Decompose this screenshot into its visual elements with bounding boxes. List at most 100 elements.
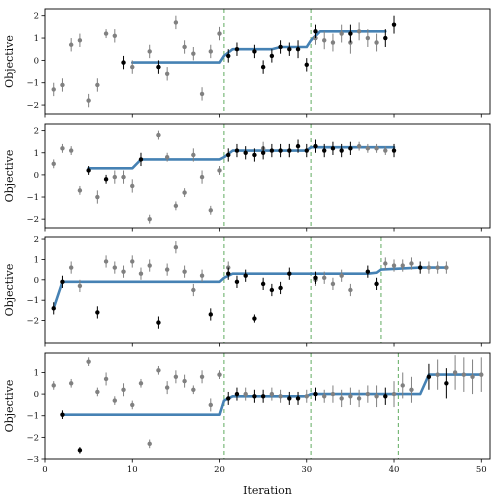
data-point [68, 148, 74, 153]
y-tick-label: 1 [34, 34, 39, 44]
data-point [365, 269, 371, 274]
data-point [191, 152, 196, 158]
data-point [51, 161, 56, 167]
data-point [400, 263, 405, 268]
data-point [313, 29, 318, 34]
data-point [269, 148, 275, 153]
data-point [383, 35, 388, 41]
best-objective-line [87, 145, 396, 170]
data-point [348, 31, 353, 36]
data-point [112, 33, 118, 39]
y-tick-label: 2 [34, 127, 39, 137]
data-point [260, 394, 266, 399]
best-objective-line [52, 266, 448, 310]
y-tick-label: 1 [34, 255, 39, 265]
data-point [383, 261, 388, 266]
data-point [217, 372, 222, 377]
data-point [173, 374, 179, 379]
data-point [365, 391, 371, 397]
data-point [121, 60, 126, 65]
data-point [391, 391, 397, 397]
data-point [86, 168, 91, 173]
data-point [313, 275, 318, 280]
data-point [452, 370, 458, 375]
data-point [391, 22, 397, 27]
data-point [156, 64, 161, 70]
data-point [60, 412, 65, 417]
data-point [226, 271, 231, 276]
data-point [304, 148, 309, 153]
y-tick-label: 0 [34, 390, 39, 400]
y-tick-label: −2 [26, 317, 39, 327]
data-point [68, 381, 74, 386]
data-point [103, 376, 109, 382]
data-point [173, 244, 179, 250]
data-point [304, 62, 309, 68]
data-point [112, 174, 118, 180]
data-point [217, 31, 222, 36]
data-point [234, 148, 240, 153]
data-point [199, 91, 205, 97]
y-tick-label: −2 [26, 215, 39, 225]
data-point [182, 190, 187, 195]
data-point [348, 146, 353, 151]
data-point [103, 177, 109, 182]
data-point [208, 402, 213, 408]
data-point [208, 312, 213, 317]
data-point [278, 285, 283, 291]
data-point [426, 265, 432, 270]
subplot-1: −2 −1 0 1 2 Objective [3, 8, 491, 118]
data-point [164, 154, 170, 160]
y-tick-label: −2 [26, 101, 39, 111]
data-point [95, 310, 100, 315]
axes-frame [44, 8, 491, 115]
data-point [339, 148, 344, 153]
data-point [243, 391, 248, 397]
data-point [426, 374, 432, 379]
data-point [51, 306, 56, 311]
data-point [147, 441, 152, 447]
data-point [252, 152, 257, 158]
y-tick-label: 0 [34, 56, 39, 66]
data-point [86, 359, 91, 364]
data-point [243, 150, 248, 155]
data-point [121, 387, 126, 392]
data-point [313, 143, 318, 149]
data-point [348, 394, 353, 399]
y-tick-label: −1 [26, 193, 39, 203]
data-point [330, 146, 336, 151]
data-point [234, 47, 240, 52]
data-point [77, 283, 83, 289]
data-point [191, 387, 196, 392]
data-point [112, 398, 118, 403]
y-tick-label: 0 [34, 171, 39, 181]
data-point [365, 146, 371, 151]
data-point [470, 374, 475, 379]
data-point [383, 148, 388, 153]
data-point [147, 216, 152, 222]
data-point [409, 261, 414, 266]
data-point [304, 394, 309, 399]
data-point [182, 378, 187, 384]
data-point [339, 396, 344, 401]
data-point [444, 265, 449, 270]
data-point [199, 273, 205, 278]
data-point [252, 394, 257, 399]
data-point [295, 47, 301, 52]
data-point [182, 44, 187, 50]
axes-frame [44, 236, 491, 344]
axes-frame [44, 123, 491, 229]
data-point [164, 385, 170, 390]
y-axis-label: Objective [3, 264, 16, 317]
data-point [138, 381, 144, 386]
data-point [77, 38, 83, 43]
data-point [374, 281, 379, 287]
data-point [287, 271, 292, 276]
data-point [138, 157, 144, 162]
data-point [121, 174, 126, 180]
y-tick-label: 0 [34, 276, 39, 286]
data-point [330, 40, 336, 45]
data-point [339, 273, 344, 278]
data-point [383, 394, 388, 399]
